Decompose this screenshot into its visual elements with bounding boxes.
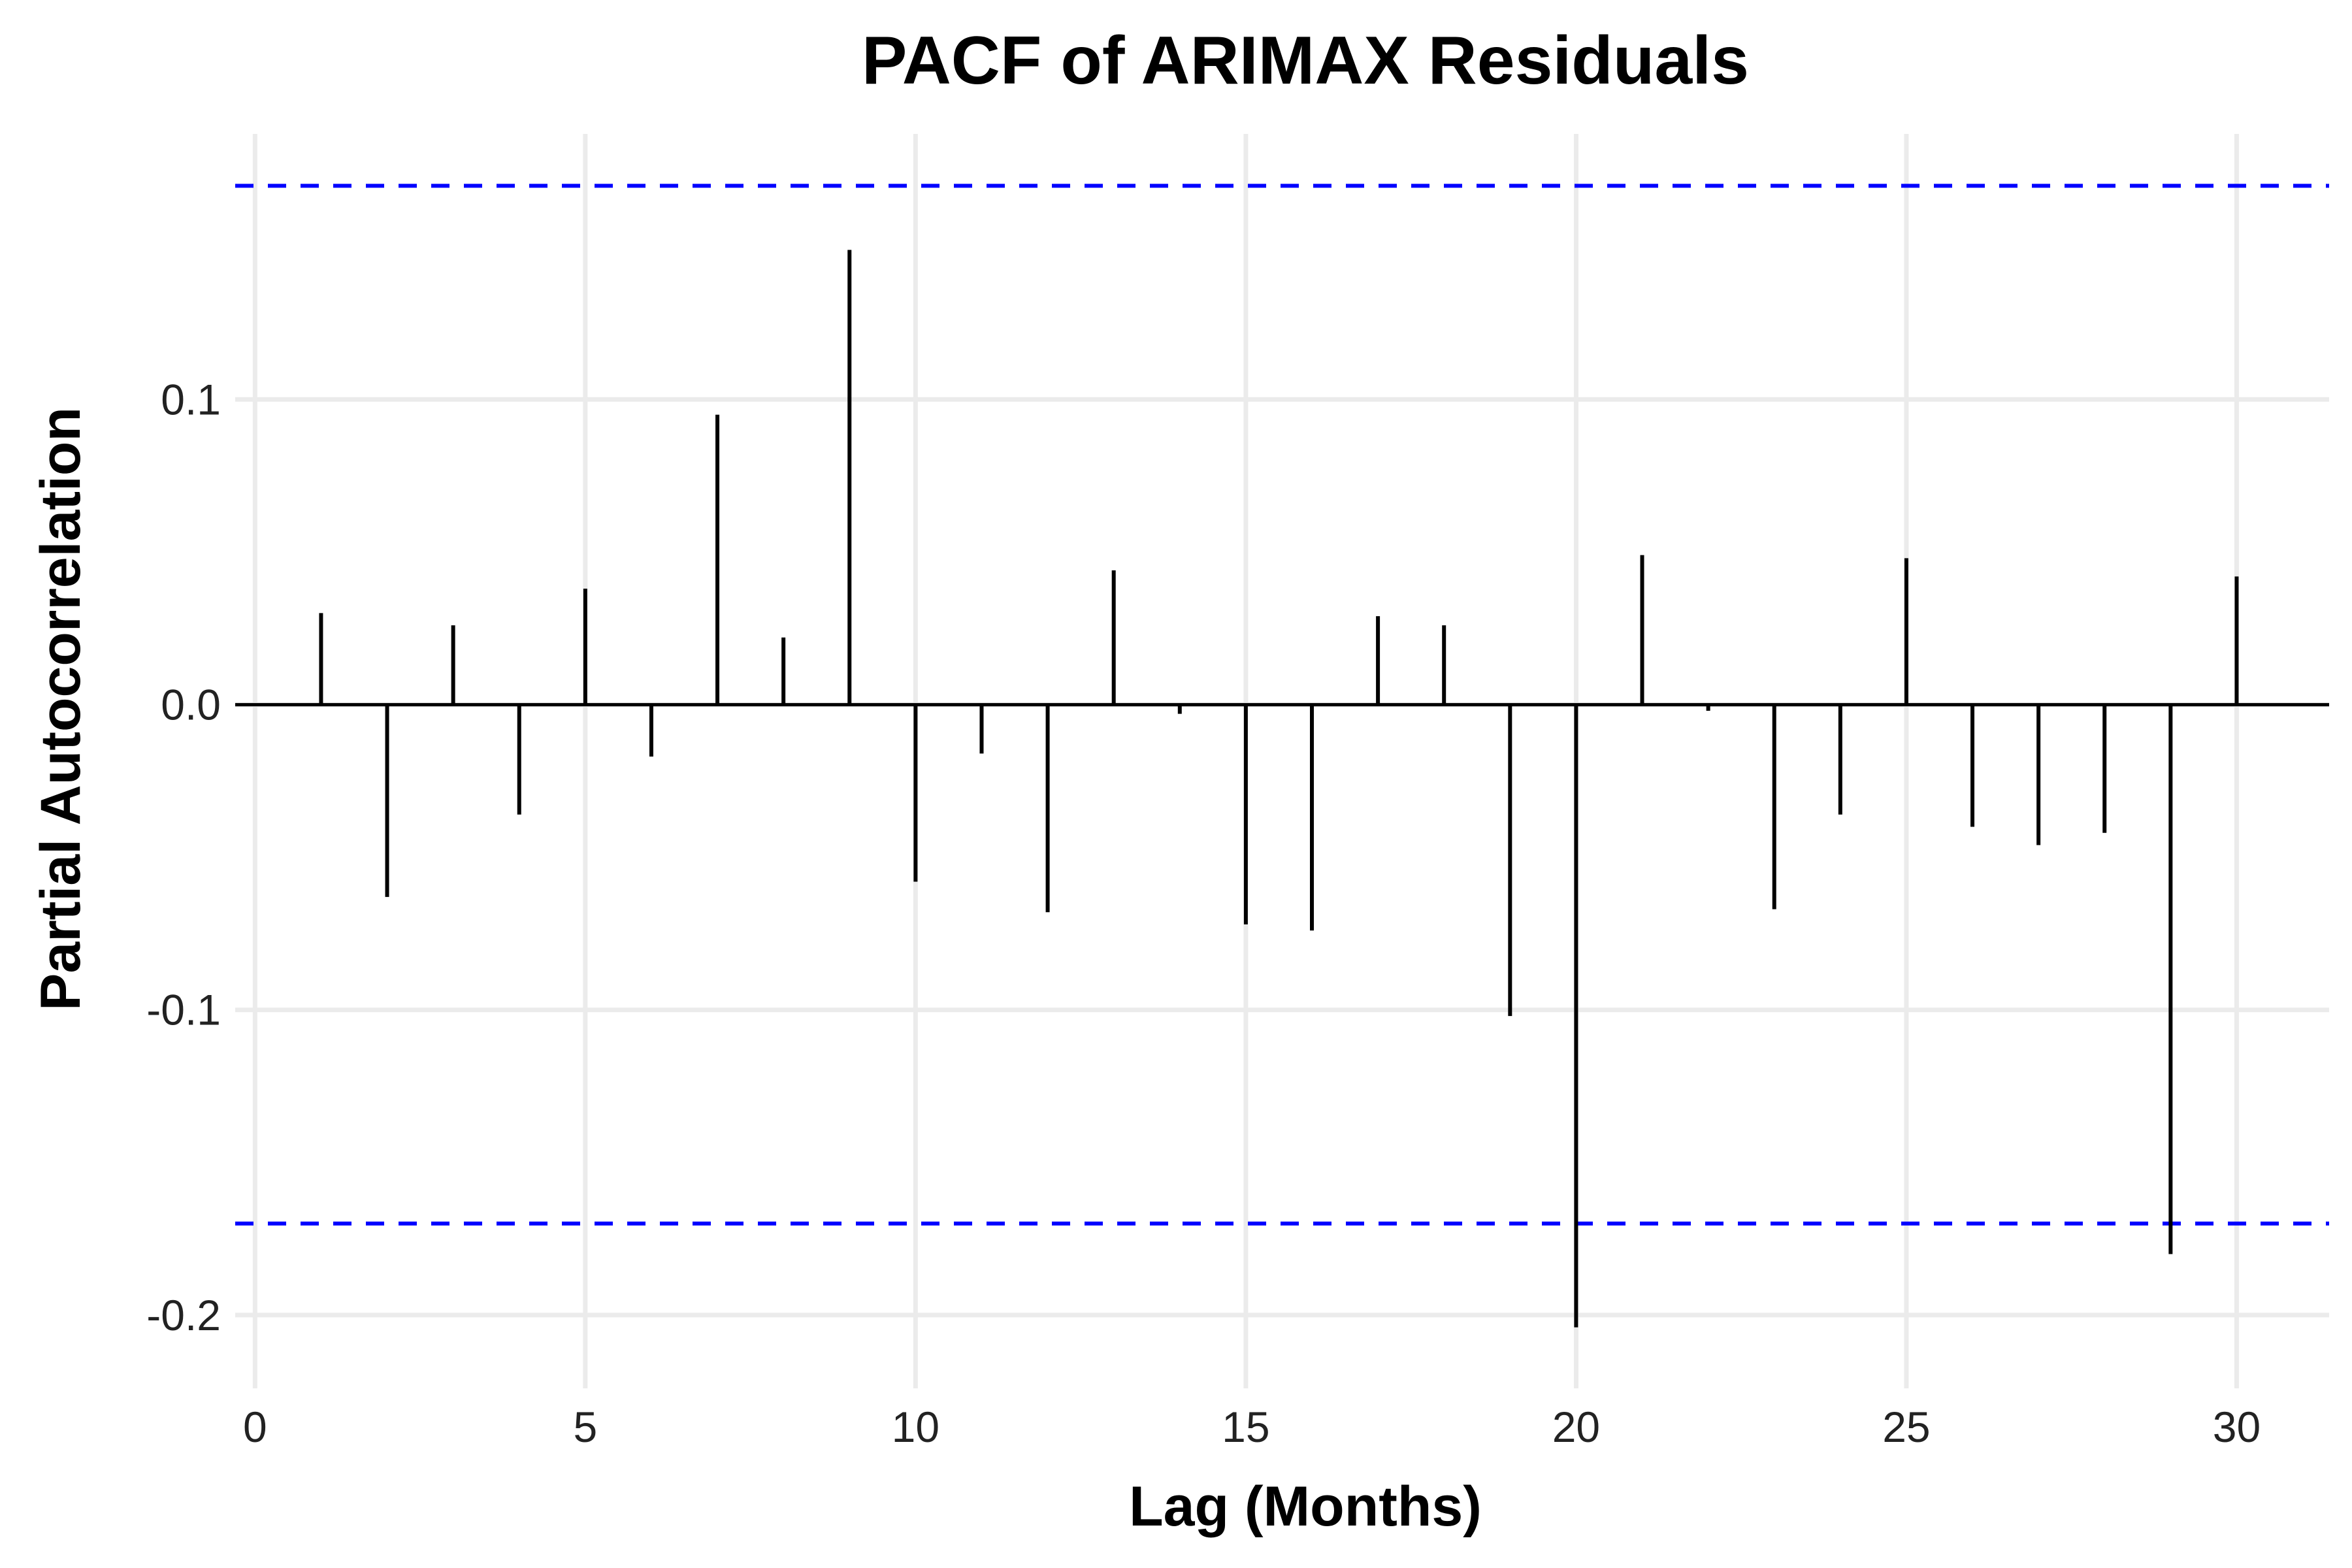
y-tick-label: 0.0 <box>161 681 221 729</box>
x-axis-title: Lag (Months) <box>1129 1475 1482 1538</box>
x-tick-label: 0 <box>243 1403 267 1451</box>
pacf-bars <box>235 250 2329 1328</box>
y-axis-title: Partial Autocorrelation <box>29 407 92 1011</box>
x-tick-label: 10 <box>892 1403 939 1451</box>
y-tick-label: -0.1 <box>146 986 221 1034</box>
x-axis-ticks: 0 5 10 15 20 25 30 <box>243 1403 2261 1451</box>
x-tick-label: 15 <box>1222 1403 1269 1451</box>
y-axis-ticks: -0.2 -0.1 0.0 0.1 <box>146 375 221 1339</box>
gridlines <box>235 134 2329 1388</box>
y-tick-label: -0.2 <box>146 1291 221 1339</box>
confidence-bands <box>235 184 2329 1226</box>
y-tick-label: 0.1 <box>161 375 221 423</box>
x-tick-label: 25 <box>1882 1403 1930 1451</box>
x-tick-label: 5 <box>573 1403 597 1451</box>
chart-title: PACF of ARIMAX Residuals <box>862 23 1749 99</box>
x-tick-label: 30 <box>2213 1403 2261 1451</box>
x-tick-label: 20 <box>1552 1403 1600 1451</box>
